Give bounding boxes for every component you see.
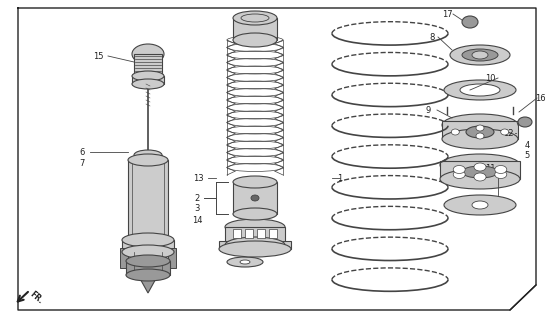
Ellipse shape (495, 171, 507, 179)
Ellipse shape (518, 117, 532, 127)
Ellipse shape (219, 241, 291, 257)
Text: 9: 9 (425, 106, 430, 115)
Ellipse shape (442, 129, 518, 149)
Text: 11: 11 (485, 164, 495, 172)
Bar (269, 229, 277, 238)
Ellipse shape (462, 49, 498, 61)
Bar (442, 121, 518, 139)
Ellipse shape (126, 255, 170, 267)
Ellipse shape (452, 129, 459, 135)
Ellipse shape (233, 208, 277, 220)
Ellipse shape (474, 163, 486, 171)
Ellipse shape (251, 195, 259, 201)
Ellipse shape (132, 44, 164, 64)
Bar (233, 229, 241, 238)
Text: 7: 7 (79, 158, 85, 167)
Text: 16: 16 (535, 93, 545, 102)
Ellipse shape (233, 176, 277, 188)
Bar (132, 76, 164, 84)
Ellipse shape (122, 233, 174, 247)
Ellipse shape (476, 125, 484, 131)
Ellipse shape (122, 245, 174, 259)
Ellipse shape (440, 169, 520, 189)
Ellipse shape (453, 165, 465, 173)
Bar (130, 252, 166, 275)
Ellipse shape (225, 237, 285, 253)
Bar (219, 241, 291, 249)
Bar (233, 182, 277, 214)
Ellipse shape (450, 45, 510, 65)
Ellipse shape (472, 51, 488, 59)
Ellipse shape (132, 79, 164, 89)
Text: 12: 12 (502, 129, 513, 138)
Ellipse shape (233, 33, 277, 47)
Bar (225, 227, 285, 245)
Ellipse shape (462, 16, 478, 28)
Ellipse shape (501, 129, 509, 135)
Ellipse shape (240, 260, 250, 264)
Ellipse shape (453, 171, 465, 179)
Text: 8: 8 (429, 33, 435, 42)
Ellipse shape (495, 165, 507, 173)
Text: 15: 15 (93, 52, 103, 60)
Ellipse shape (476, 133, 484, 139)
Bar (126, 261, 170, 275)
Ellipse shape (444, 195, 516, 215)
Text: 3: 3 (194, 204, 199, 212)
Text: 10: 10 (485, 74, 495, 83)
Polygon shape (138, 275, 158, 293)
Ellipse shape (134, 150, 162, 160)
Bar (134, 54, 162, 76)
Ellipse shape (444, 80, 516, 100)
Ellipse shape (472, 201, 488, 209)
Bar (128, 160, 168, 240)
Text: 1: 1 (337, 173, 342, 182)
Ellipse shape (466, 126, 494, 138)
Text: 4: 4 (525, 140, 530, 149)
Bar (122, 240, 174, 252)
Ellipse shape (128, 154, 168, 166)
Ellipse shape (126, 269, 170, 281)
Ellipse shape (233, 11, 277, 25)
Bar (134, 155, 162, 161)
Bar (440, 161, 520, 179)
Ellipse shape (241, 14, 269, 22)
Ellipse shape (227, 257, 263, 267)
Ellipse shape (442, 114, 518, 136)
Ellipse shape (474, 173, 486, 181)
Text: 6: 6 (79, 148, 85, 156)
Text: FR.: FR. (28, 290, 45, 306)
Text: 5: 5 (525, 150, 530, 159)
Text: 17: 17 (442, 10, 452, 19)
Bar (168, 248, 176, 268)
Bar (120, 248, 128, 268)
Ellipse shape (462, 166, 498, 178)
Text: 14: 14 (192, 215, 202, 225)
Text: 2: 2 (194, 194, 199, 203)
Ellipse shape (440, 154, 520, 176)
Ellipse shape (225, 219, 285, 235)
Bar (233, 18, 277, 40)
Ellipse shape (460, 84, 500, 96)
Text: 13: 13 (193, 173, 203, 182)
Bar (257, 229, 265, 238)
Ellipse shape (132, 71, 164, 81)
Bar (245, 229, 253, 238)
